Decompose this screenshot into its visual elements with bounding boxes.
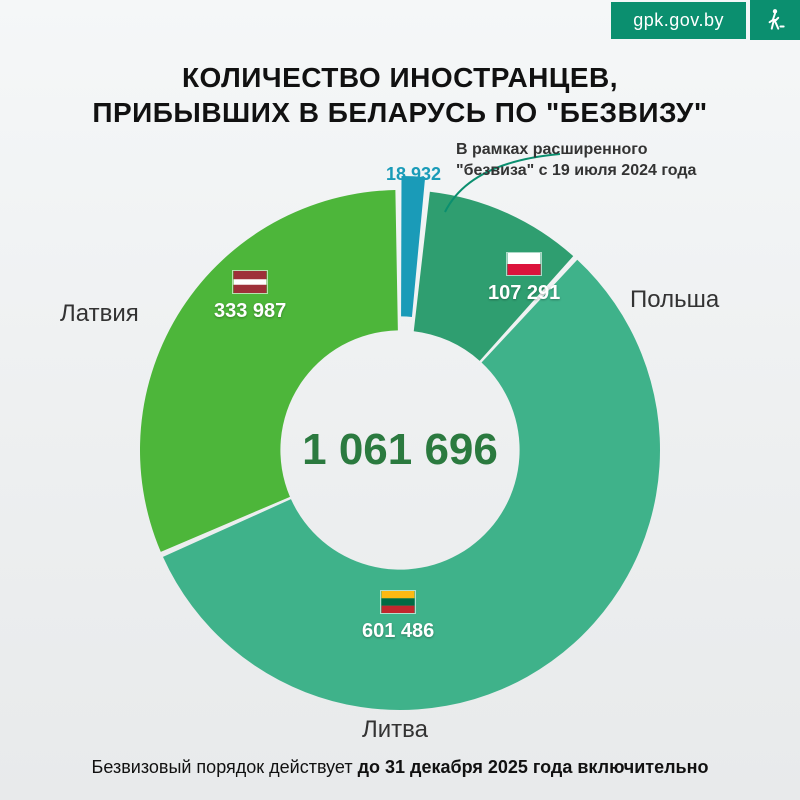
- site-url-label: gpk.gov.by: [611, 2, 746, 39]
- annotation-line1: В рамках расширенного: [456, 141, 648, 158]
- page-title: КОЛИЧЕСТВО ИНОСТРАНЦЕВ, ПРИБЫВШИХ В БЕЛА…: [0, 60, 800, 130]
- footer-prefix: Безвизовый порядок действует: [92, 757, 358, 777]
- label-latvia: Латвия: [60, 300, 139, 328]
- title-line1: КОЛИЧЕСТВО ИНОСТРАНЦЕВ,: [182, 62, 618, 93]
- label-lithuania: Литва: [362, 716, 428, 744]
- footer-note: Безвизовый порядок действует до 31 декаб…: [0, 757, 800, 778]
- annotation-extended: В рамках расширенного "безвиза" с 19 июл…: [456, 140, 706, 182]
- slice-value-extended: 18 932: [386, 164, 441, 185]
- slice-latvia: [140, 190, 398, 552]
- annotation-line2: "безвиза" с 19 июля 2024 года: [456, 162, 696, 179]
- total-value: 1 061 696: [302, 425, 498, 475]
- footer-bold: до 31 декабря 2025 года включительно: [358, 757, 709, 777]
- walker-icon: [762, 7, 788, 33]
- label-poland: Польша: [630, 286, 719, 314]
- donut-chart: 1 061 696 18 932 107 291 601 486 333 987: [120, 170, 680, 730]
- title-line2: ПРИБЫВШИХ В БЕЛАРУСЬ ПО "БЕЗВИЗУ": [92, 97, 707, 128]
- walker-icon-box: [750, 0, 800, 40]
- header-bar: gpk.gov.by: [611, 0, 800, 40]
